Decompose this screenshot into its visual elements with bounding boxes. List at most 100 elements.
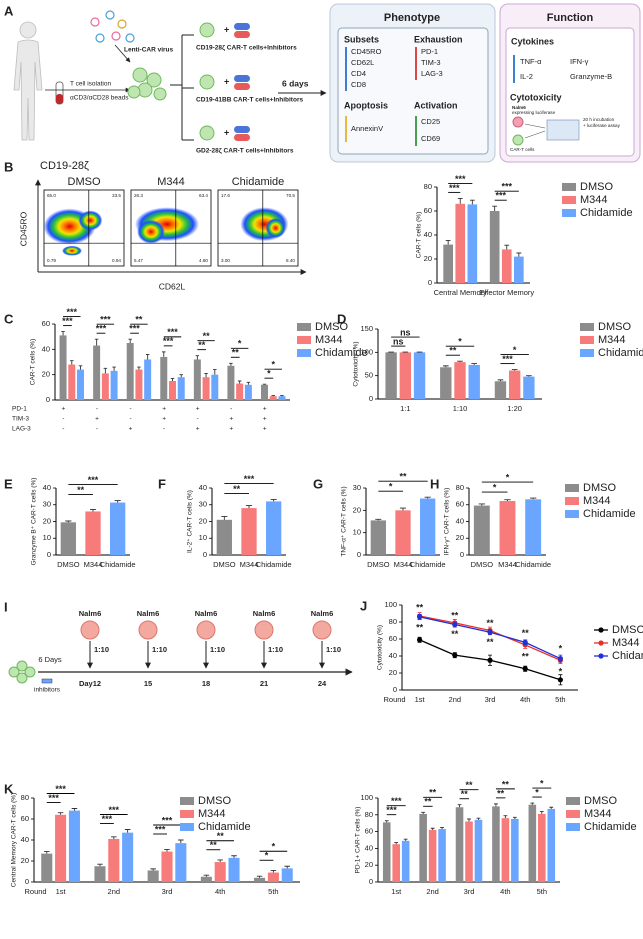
significance-label: *** xyxy=(167,327,178,337)
car-t-icons xyxy=(234,31,250,38)
bar xyxy=(523,376,535,399)
group-bar xyxy=(415,116,417,146)
bar xyxy=(443,244,453,283)
point xyxy=(557,655,564,662)
group-title: Apoptosis xyxy=(344,100,388,110)
error-bar xyxy=(457,360,463,363)
car-t-icons xyxy=(199,22,215,38)
legend-label: DMSO xyxy=(598,321,631,333)
bar xyxy=(211,374,219,400)
marker-sign: - xyxy=(96,406,98,413)
cell-cluster xyxy=(127,85,141,99)
error-bar xyxy=(114,500,121,503)
significance-label: * xyxy=(389,482,393,492)
panel-label: F xyxy=(158,476,166,491)
legend-swatch xyxy=(598,653,604,659)
panel-label: E xyxy=(4,476,13,491)
virus-label: Lenti-CAR virus xyxy=(124,47,174,54)
bar xyxy=(501,818,510,882)
error-bar xyxy=(504,244,510,250)
legend-swatch xyxy=(598,640,604,646)
bar xyxy=(499,500,516,555)
legend-label: Chidamide xyxy=(612,650,643,662)
nalm6-icon xyxy=(512,116,524,128)
legend-label: DMSO xyxy=(612,624,643,636)
legend-label: DMSO xyxy=(580,181,613,193)
legend-swatch xyxy=(297,336,311,344)
arrow xyxy=(524,123,546,139)
legend-swatch xyxy=(562,196,576,204)
x-tick-label: 4th xyxy=(500,887,510,896)
legend-swatch xyxy=(297,349,311,357)
flow-title: DMSO xyxy=(68,176,101,188)
box-title: Function xyxy=(547,12,594,24)
legend-label: M344 xyxy=(198,808,226,820)
bar xyxy=(68,810,80,882)
significance-label: ** xyxy=(429,788,437,798)
group-item: Granzyme-B xyxy=(570,72,612,81)
ratio-label: 1:10 xyxy=(268,645,283,654)
error-bar xyxy=(262,383,267,385)
legend-swatch xyxy=(566,797,580,805)
blood-tube xyxy=(56,94,63,104)
significance-label: ** xyxy=(451,629,459,639)
significance-label: * xyxy=(267,369,271,379)
y-tick-label: 80 xyxy=(456,483,464,492)
quadrant-percent: 33.5 xyxy=(112,193,121,198)
marker-sign: - xyxy=(62,426,64,433)
quadrant-percent: 0.79 xyxy=(47,258,56,263)
point xyxy=(522,666,528,672)
virus-icons xyxy=(125,33,135,43)
error-bar xyxy=(270,870,277,873)
bar xyxy=(278,396,286,400)
significance-label: *** xyxy=(155,824,166,834)
marker-sign: - xyxy=(163,426,165,433)
car-t-icons xyxy=(234,126,250,133)
legend-swatch xyxy=(565,497,579,505)
error-bar xyxy=(504,499,511,501)
group-item: IL-2 xyxy=(520,72,533,81)
bar xyxy=(401,840,410,882)
virus-icons xyxy=(117,19,127,29)
error-bar xyxy=(442,365,449,368)
y-tick-label: 40 xyxy=(199,483,207,492)
human-figure xyxy=(13,39,43,141)
bar xyxy=(254,877,266,882)
bar xyxy=(216,519,232,555)
marker-sign: + xyxy=(162,416,166,423)
car-t-icon xyxy=(512,134,524,146)
error-bar xyxy=(403,838,408,841)
bar xyxy=(85,511,101,555)
error-bar xyxy=(440,826,444,830)
significance-label: ** xyxy=(461,789,469,799)
product-label: CD19-41BB CAR-T cells+Inhibitors xyxy=(196,97,303,104)
y-tick-label: 60 xyxy=(389,634,397,643)
significance-label: ** xyxy=(451,610,459,620)
cell-cluster xyxy=(127,67,167,101)
y-tick-label: 30 xyxy=(199,500,207,509)
legend-swatch xyxy=(180,797,194,805)
arrow xyxy=(114,44,131,63)
y-tick-label: 0 xyxy=(203,550,207,559)
significance-label: * xyxy=(506,472,510,482)
x-tick-label: DMSO xyxy=(367,560,390,569)
y-tick-label: 40 xyxy=(365,843,373,852)
significance-label: ** xyxy=(465,780,473,790)
y-tick-label: 80 xyxy=(389,617,397,626)
significance-label: ** xyxy=(449,346,457,356)
split-bracket xyxy=(170,34,194,141)
error-bar xyxy=(203,874,210,877)
legend-label: DMSO xyxy=(584,795,617,807)
virus-icons xyxy=(95,33,105,43)
marker-name: LAG-3 xyxy=(12,426,31,433)
panel-b-flow: B CD19-28ζ CD45RO CD62L DMSO 65.0 33.5 0.79… xyxy=(4,159,307,291)
point xyxy=(452,652,458,658)
panel-label: A xyxy=(4,3,14,18)
y-axis-label: IL-2⁺ CAR-T cells (%) xyxy=(187,490,194,553)
significance-label: ** xyxy=(522,651,530,661)
y-axis-label: IFN-γ⁺ CAR-T cells (%) xyxy=(444,488,451,556)
car-t-icons xyxy=(234,134,250,141)
x-tick-label: M344 xyxy=(498,560,517,569)
significance-label: * xyxy=(458,337,462,347)
